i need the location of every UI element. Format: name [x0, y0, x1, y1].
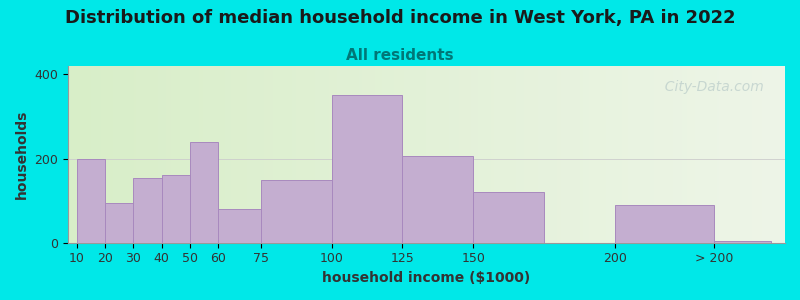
Bar — [615, 205, 714, 243]
Y-axis label: households: households — [15, 110, 29, 199]
Bar — [190, 142, 218, 243]
Bar — [332, 95, 402, 243]
Bar — [261, 180, 332, 243]
Bar — [105, 203, 134, 243]
Text: City-Data.com: City-Data.com — [656, 80, 764, 94]
Bar — [134, 178, 162, 243]
Bar — [474, 192, 544, 243]
Bar — [402, 157, 474, 243]
Bar — [218, 209, 261, 243]
Bar — [714, 241, 771, 243]
Text: All residents: All residents — [346, 48, 454, 63]
Text: Distribution of median household income in West York, PA in 2022: Distribution of median household income … — [65, 9, 735, 27]
Bar — [162, 176, 190, 243]
Bar — [77, 159, 105, 243]
X-axis label: household income ($1000): household income ($1000) — [322, 271, 530, 285]
